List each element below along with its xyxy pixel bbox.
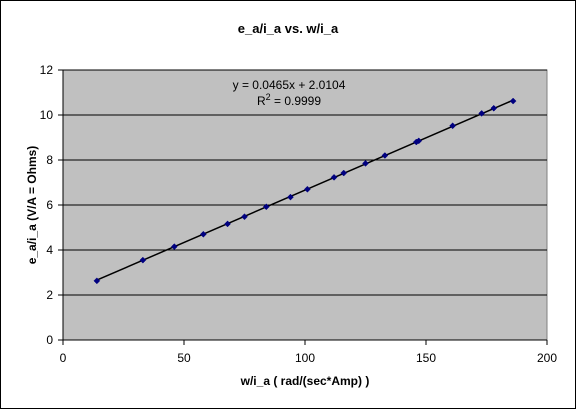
gridlines [63, 69, 547, 296]
y-tick-label: 0 [46, 333, 53, 347]
x-tick-label: 150 [416, 351, 436, 365]
data-point [224, 220, 231, 228]
x-tick-labels: 0 50 100 150 200 [60, 351, 558, 365]
data-point [170, 243, 178, 250]
y-tick-label: 8 [46, 153, 53, 167]
data-point [478, 110, 486, 117]
data-points [93, 97, 517, 285]
data-point [330, 173, 338, 181]
data-point [200, 230, 207, 238]
data-point [509, 97, 517, 105]
data-point [304, 185, 311, 193]
data-point [415, 137, 423, 145]
y-tick-labels: 0 2 4 6 8 10 12 [40, 63, 54, 347]
chart-title: e_a/i_a vs. w/i_a [238, 21, 339, 36]
y-axis-title: e_a/i_a (V/A = Ohms) [25, 146, 39, 265]
r-squared-prefix: R [257, 94, 266, 108]
y-tick-label: 12 [40, 63, 54, 77]
x-axis-title: w/i_a ( rad/(sec*Amp) ) [240, 374, 370, 388]
data-point [93, 277, 101, 285]
data-point [241, 213, 248, 221]
data-point [340, 169, 348, 177]
r-squared-superscript: 2 [266, 92, 271, 102]
r-squared-value: = 0.9999 [271, 94, 322, 108]
x-tick-label: 100 [295, 351, 315, 365]
axes [58, 69, 548, 345]
y-tick-label: 2 [46, 288, 53, 302]
data-point [139, 256, 147, 264]
data-point [490, 104, 498, 112]
y-tick-label: 6 [46, 198, 53, 212]
r-squared-label: R2 = 0.9999 [257, 92, 321, 108]
x-tick-label: 0 [60, 351, 67, 365]
y-tick-label: 4 [46, 243, 53, 257]
y-tick-label: 10 [40, 108, 54, 122]
x-tick-label: 50 [177, 351, 191, 365]
data-point [381, 152, 389, 159]
trendline-equation: y = 0.0465x + 2.0104 [233, 78, 346, 92]
data-point [362, 160, 369, 167]
data-point [449, 122, 456, 130]
data-point [262, 203, 270, 211]
data-point [287, 193, 294, 201]
x-tick-label: 200 [537, 351, 557, 365]
